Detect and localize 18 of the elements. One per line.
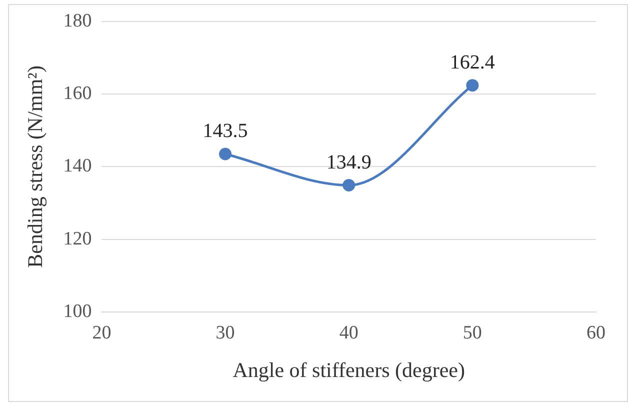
x-tick-label: 30 xyxy=(216,322,235,344)
y-axis-title: Bending stress (N/mm²) xyxy=(23,66,48,268)
point xyxy=(219,148,232,160)
data-label: 134.9 xyxy=(326,151,372,174)
y-tick-label: 160 xyxy=(63,83,92,104)
x-axis-title: Angle of stiffeners (degree) xyxy=(232,358,465,382)
y-tick-label: 140 xyxy=(63,156,92,177)
y-tick-label: 180 xyxy=(63,10,92,32)
y-tick-label: 120 xyxy=(63,228,92,250)
data-label: 162.4 xyxy=(450,52,495,74)
point xyxy=(342,178,356,192)
x-tick-label: 50 xyxy=(462,322,482,344)
x-tick-label: 60 xyxy=(586,322,606,344)
x-tick-label: 20 xyxy=(92,322,112,344)
data-label: 143.5 xyxy=(202,120,248,142)
x-tick-label: 40 xyxy=(339,322,358,344)
y-tick-label: 100 xyxy=(63,300,92,322)
point xyxy=(466,79,479,92)
